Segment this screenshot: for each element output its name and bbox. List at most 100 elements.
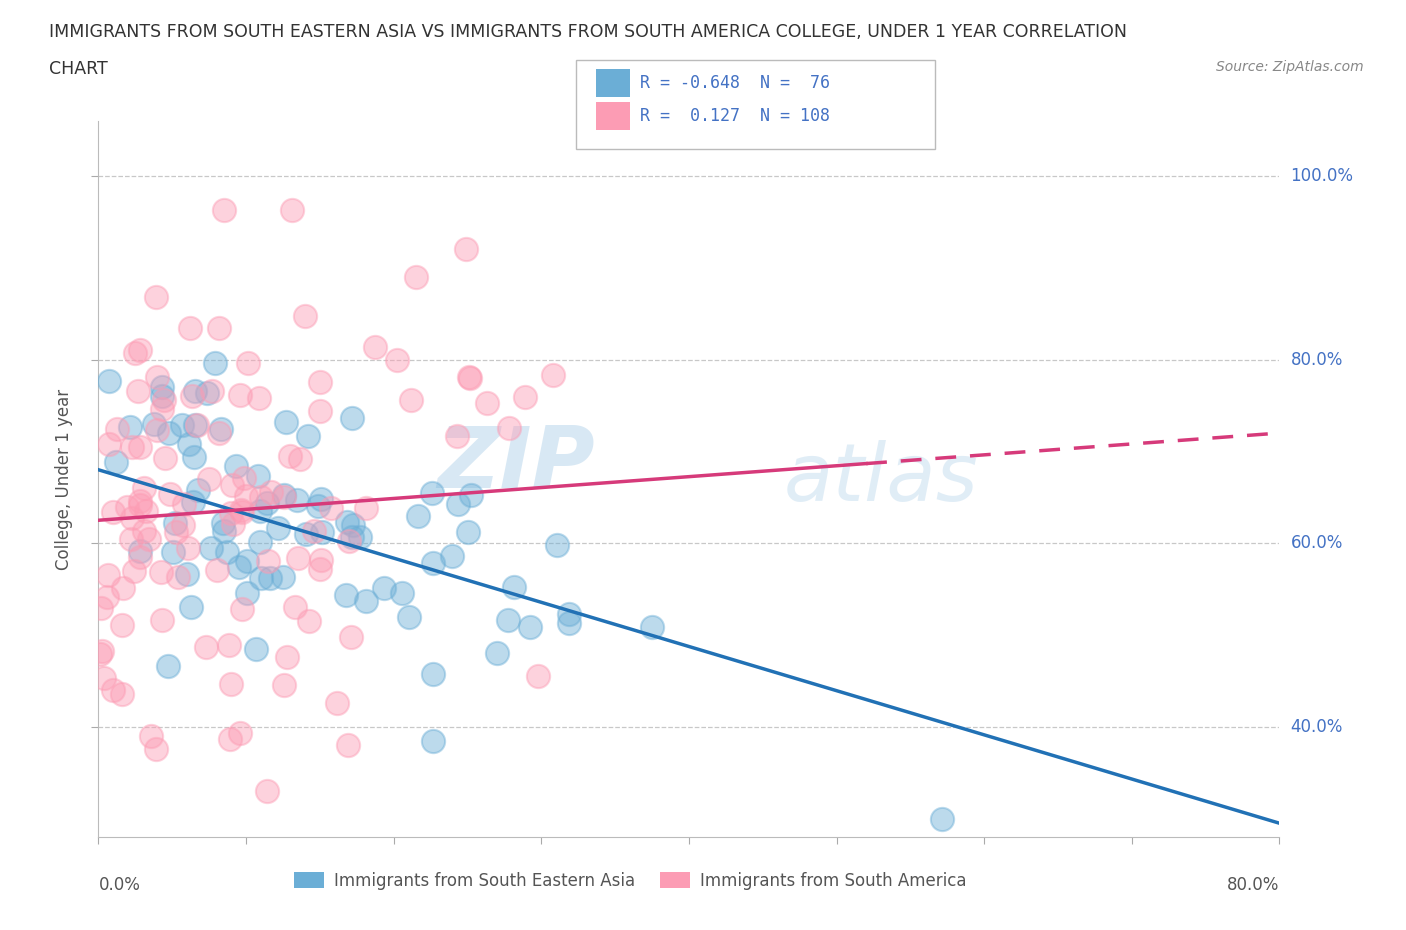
Point [485, 645, 508, 660]
Point [267, 521, 290, 536]
Point [335, 588, 357, 603]
Point [162, 544, 184, 559]
Point [143, 417, 166, 432]
Point [337, 737, 360, 752]
Point [184, 418, 207, 432]
Point [218, 731, 240, 746]
Point [460, 488, 482, 503]
Point [128, 498, 150, 512]
Point [232, 471, 254, 485]
Point [373, 580, 395, 595]
Point [159, 487, 181, 502]
Point [385, 352, 408, 367]
Point [460, 371, 482, 386]
Point [503, 579, 526, 594]
Point [354, 593, 377, 608]
Point [207, 563, 229, 578]
Point [179, 320, 201, 335]
Point [221, 505, 243, 520]
Point [129, 550, 152, 565]
Point [132, 524, 155, 538]
Point [222, 517, 245, 532]
Point [173, 497, 195, 512]
Point [391, 586, 413, 601]
Point [408, 509, 430, 524]
Point [498, 612, 520, 627]
Point [90, 643, 112, 658]
Point [104, 454, 127, 469]
Point [340, 411, 363, 426]
Point [276, 650, 298, 665]
Point [132, 480, 155, 495]
Point [931, 811, 953, 826]
Point [98, 373, 121, 388]
Point [183, 450, 205, 465]
Point [422, 667, 444, 682]
Point [519, 620, 541, 635]
Point [195, 640, 218, 655]
Text: 80.0%: 80.0% [1291, 351, 1343, 368]
Point [180, 389, 202, 404]
Point [558, 606, 581, 621]
Point [326, 696, 349, 711]
Point [245, 642, 267, 657]
Point [177, 540, 200, 555]
Text: CHART: CHART [49, 60, 108, 78]
Point [337, 534, 360, 549]
Point [211, 515, 233, 530]
Point [121, 439, 143, 454]
Point [219, 677, 242, 692]
Point [302, 524, 325, 538]
Point [284, 600, 307, 615]
Point [204, 355, 226, 370]
Point [319, 500, 342, 515]
Point [278, 448, 301, 463]
Point [118, 419, 141, 434]
Point [342, 517, 364, 532]
Point [153, 451, 176, 466]
Point [354, 500, 377, 515]
Point [195, 385, 218, 400]
Point [111, 618, 134, 632]
Point [515, 390, 537, 405]
Point [298, 614, 321, 629]
Point [184, 383, 207, 398]
Point [150, 401, 173, 416]
Point [307, 498, 329, 513]
Point [150, 565, 173, 579]
Point [297, 429, 319, 444]
Point [177, 436, 200, 451]
Point [186, 418, 208, 432]
Text: R = -0.648  N =  76: R = -0.648 N = 76 [640, 73, 830, 92]
Point [454, 241, 477, 256]
Point [308, 375, 330, 390]
Point [398, 609, 420, 624]
Point [166, 569, 188, 584]
Point [309, 552, 332, 567]
Point [209, 421, 232, 436]
Point [457, 370, 479, 385]
Point [208, 426, 231, 441]
Point [256, 784, 278, 799]
Point [163, 515, 186, 530]
Point [229, 725, 252, 740]
Point [200, 541, 222, 556]
Point [558, 616, 581, 631]
Point [124, 345, 146, 360]
Point [128, 544, 150, 559]
Point [208, 321, 231, 336]
Point [145, 289, 167, 304]
Point [98, 437, 121, 452]
Text: 80.0%: 80.0% [1227, 876, 1279, 894]
Point [249, 489, 271, 504]
Point [236, 554, 259, 569]
Point [287, 550, 309, 565]
Point [294, 309, 316, 324]
Point [124, 564, 146, 578]
Point [115, 499, 138, 514]
Point [273, 489, 295, 504]
Point [141, 728, 163, 743]
Point [128, 342, 150, 357]
Point [446, 497, 468, 512]
Point [187, 483, 209, 498]
